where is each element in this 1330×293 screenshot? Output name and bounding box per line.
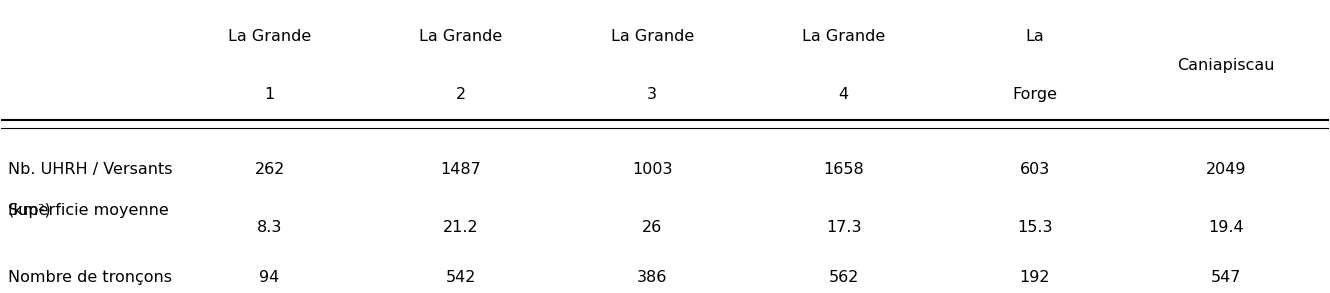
Text: 2049: 2049 xyxy=(1206,162,1246,177)
Text: La Grande: La Grande xyxy=(610,29,694,44)
Text: 94: 94 xyxy=(259,270,279,285)
Text: Nb. UHRH / Versants: Nb. UHRH / Versants xyxy=(8,162,173,177)
Text: 4: 4 xyxy=(838,87,849,102)
Text: 562: 562 xyxy=(829,270,859,285)
Text: La Grande: La Grande xyxy=(419,29,503,44)
Text: Nombre de tronçons: Nombre de tronçons xyxy=(8,270,172,285)
Text: 1487: 1487 xyxy=(440,162,481,177)
Text: La Grande: La Grande xyxy=(802,29,886,44)
Text: La: La xyxy=(1025,29,1044,44)
Text: 1: 1 xyxy=(265,87,275,102)
Text: Superficie moyenne: Superficie moyenne xyxy=(8,203,169,218)
Text: 192: 192 xyxy=(1020,270,1051,285)
Text: 542: 542 xyxy=(446,270,476,285)
Text: 17.3: 17.3 xyxy=(826,220,862,235)
Text: Forge: Forge xyxy=(1012,87,1057,102)
Text: 3: 3 xyxy=(648,87,657,102)
Text: 603: 603 xyxy=(1020,162,1051,177)
Text: 26: 26 xyxy=(642,220,662,235)
Text: La Grande: La Grande xyxy=(227,29,311,44)
Text: 262: 262 xyxy=(254,162,285,177)
Text: 8.3: 8.3 xyxy=(257,220,282,235)
Text: 547: 547 xyxy=(1212,270,1241,285)
Text: 2: 2 xyxy=(456,87,466,102)
Text: 1658: 1658 xyxy=(823,162,864,177)
Text: 1003: 1003 xyxy=(632,162,673,177)
Text: 386: 386 xyxy=(637,270,668,285)
Text: 19.4: 19.4 xyxy=(1209,220,1244,235)
Text: Caniapiscau: Caniapiscau xyxy=(1177,58,1275,73)
Text: 15.3: 15.3 xyxy=(1017,220,1053,235)
Text: (km²): (km²) xyxy=(8,203,52,218)
Text: 21.2: 21.2 xyxy=(443,220,479,235)
